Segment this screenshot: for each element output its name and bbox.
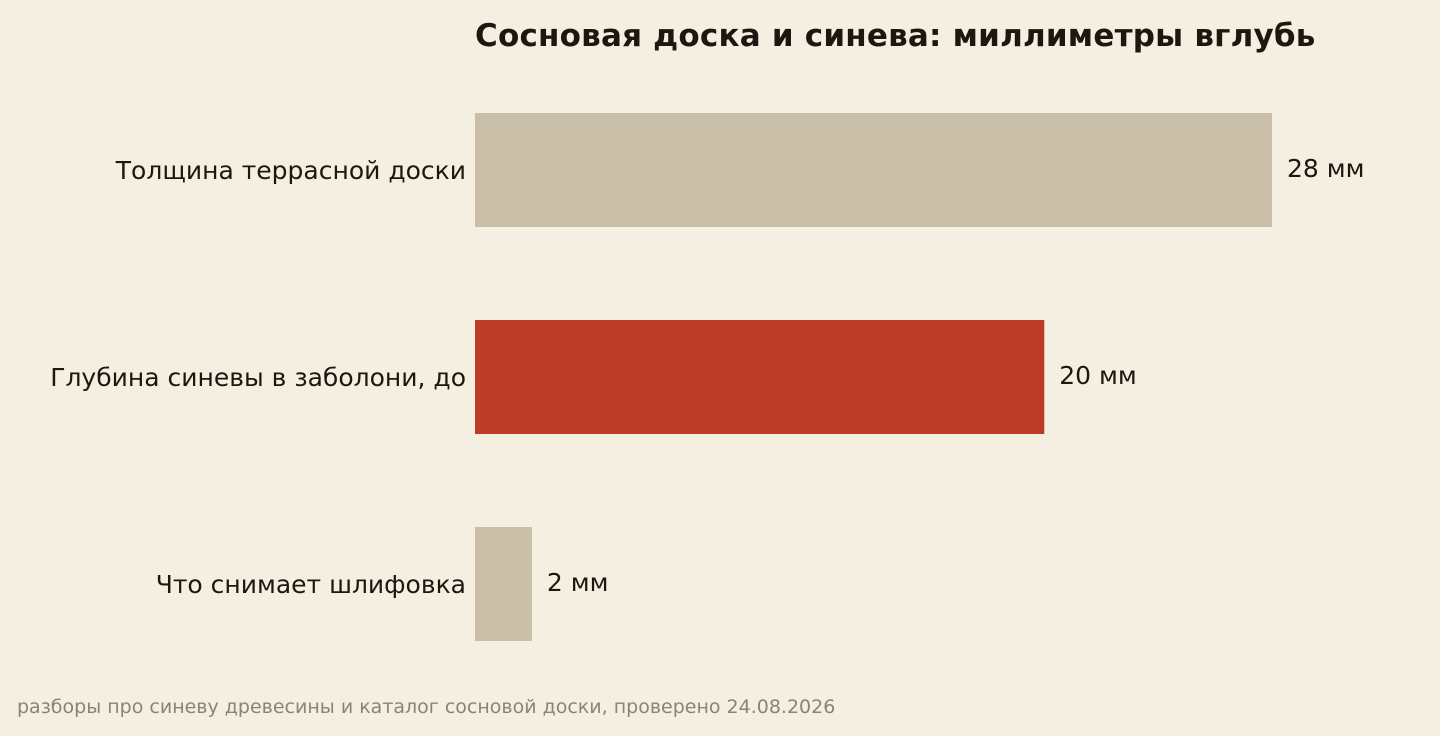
value-label: 2 мм [547,568,609,597]
category-label: Глубина синевы в заболони, до [50,363,466,392]
bar [475,320,1045,434]
value-label: 28 мм [1287,154,1364,183]
chart-title: Сосновая доска и синева: миллиметры вглу… [475,18,1316,54]
source-note: разборы про синеву древесины и каталог с… [17,696,836,718]
category-label: Что снимает шлифовка [156,570,466,599]
category-label: Толщина террасной доски [115,156,466,185]
bar [475,113,1272,227]
value-label: 20 мм [1059,361,1136,390]
bar [475,527,532,641]
